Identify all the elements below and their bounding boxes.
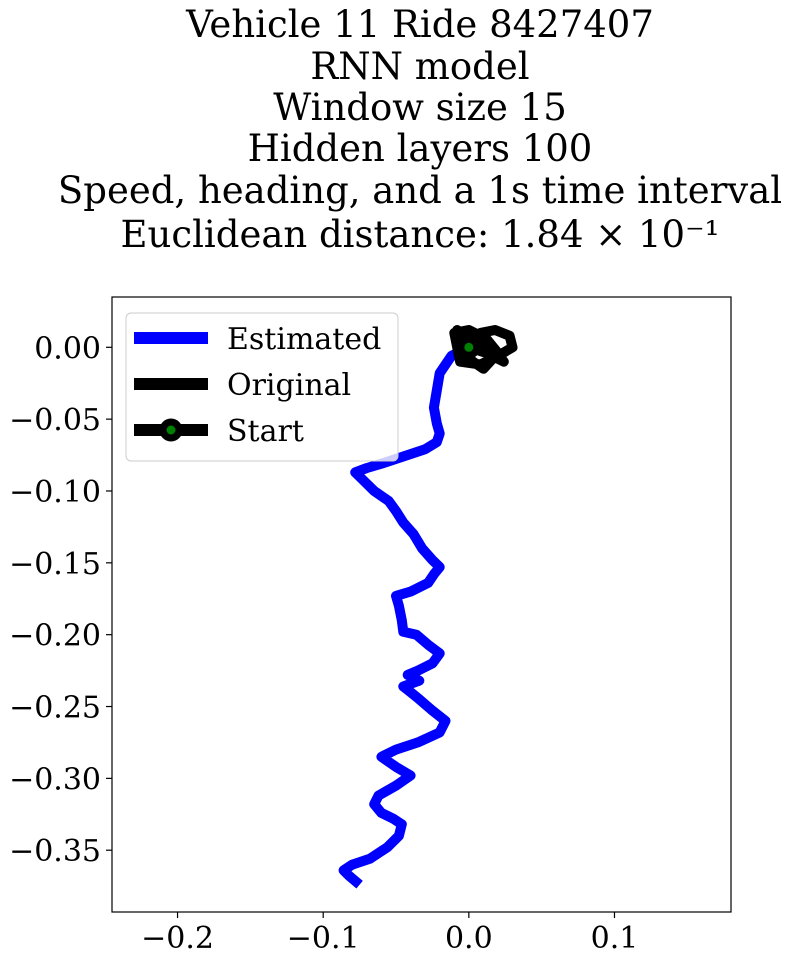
y-tick-label: −0.10	[9, 475, 101, 510]
legend-start-marker	[159, 418, 183, 442]
y-tick-label: −0.20	[9, 619, 101, 654]
title-line-5: Speed, heading, and a 1s time interval	[58, 169, 782, 212]
x-tick-label: 0.0	[445, 921, 493, 956]
title-line-4: Hidden layers 100	[248, 127, 593, 170]
series-estimated-line	[338, 342, 472, 889]
y-tick-label: −0.15	[9, 547, 101, 582]
legend: Estimated Original Start	[125, 312, 399, 462]
legend-estimated-label: Estimated	[227, 322, 381, 357]
x-tick-label: −0.1	[287, 921, 360, 956]
y-axis: 0.00 −0.05 −0.10 −0.15 −0.20 −0.25 −0.30 −0.35	[9, 331, 112, 869]
legend-original-label: Original	[227, 368, 351, 403]
title-line-6: Euclidean distance: 1.84 × 10⁻¹	[121, 213, 720, 256]
start-marker	[457, 335, 481, 359]
y-tick-label: −0.30	[9, 762, 101, 797]
series-original-line	[449, 325, 518, 374]
title-line-3: Window size 15	[273, 86, 567, 129]
title-line-2: RNN model	[310, 45, 529, 88]
series-layer	[338, 325, 518, 889]
y-tick-label: −0.35	[9, 834, 101, 869]
y-tick-label: −0.05	[9, 403, 101, 438]
x-axis: −0.2 −0.1 0.0 0.1	[141, 912, 638, 956]
x-tick-label: −0.2	[141, 921, 214, 956]
title-line-1: Vehicle 11 Ride 8427407	[185, 3, 654, 46]
legend-start-label: Start	[227, 414, 304, 449]
x-tick-label: 0.1	[591, 921, 639, 956]
y-tick-label: −0.25	[9, 691, 101, 726]
y-tick-label: 0.00	[34, 331, 101, 366]
chart-title: Vehicle 11 Ride 8427407 RNN model Window…	[58, 3, 782, 256]
